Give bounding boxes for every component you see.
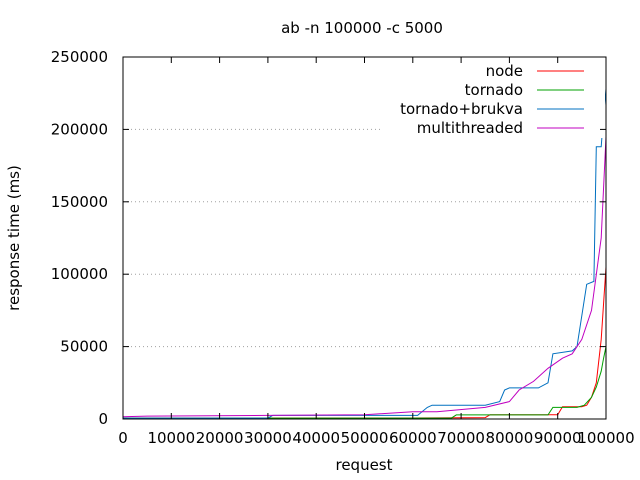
series-lines xyxy=(122,88,607,419)
x-tick-label: 60000 xyxy=(389,429,437,447)
y-tick-label: 0 xyxy=(98,410,108,428)
x-tick-label: 80000 xyxy=(486,429,534,447)
x-tick-label: 100000 xyxy=(577,429,634,447)
gridlines xyxy=(123,128,606,348)
y-axis-ticks: 0 50000 100000 150000 200000 250000 xyxy=(51,48,606,428)
series-line-multithreaded xyxy=(122,136,607,418)
y-tick-label: 100000 xyxy=(51,265,108,283)
y-axis-label: response time (ms) xyxy=(5,165,23,311)
legend-label: tornado+brukva xyxy=(400,100,523,118)
x-tick-label: 40000 xyxy=(292,429,340,447)
y-tick-label: 250000 xyxy=(51,48,108,66)
x-tick-label: 30000 xyxy=(244,429,292,447)
legend-label: node xyxy=(486,62,523,80)
legend-label: multithreaded xyxy=(417,119,523,137)
series-line-tornado xyxy=(123,346,607,419)
x-tick-label: 0 xyxy=(118,429,128,447)
y-tick-label: 200000 xyxy=(51,120,108,138)
x-axis-label: request xyxy=(335,456,392,474)
series-line-tornado-brukva xyxy=(123,88,607,419)
y-tick-label: 150000 xyxy=(51,193,108,211)
chart-title: ab -n 100000 -c 5000 xyxy=(281,19,443,37)
x-tick-label: 90000 xyxy=(534,429,582,447)
legend-label: tornado xyxy=(465,81,523,99)
legend-background xyxy=(380,60,605,138)
y-tick-label: 50000 xyxy=(60,338,108,356)
x-tick-label: 20000 xyxy=(196,429,244,447)
x-tick-label: 10000 xyxy=(147,429,195,447)
x-axis-ticks: 0 10000 20000 30000 40000 50000 60000 70000 8000… xyxy=(118,57,635,447)
series-line-node xyxy=(123,266,607,419)
x-tick-label: 70000 xyxy=(437,429,485,447)
x-tick-label: 50000 xyxy=(341,429,389,447)
